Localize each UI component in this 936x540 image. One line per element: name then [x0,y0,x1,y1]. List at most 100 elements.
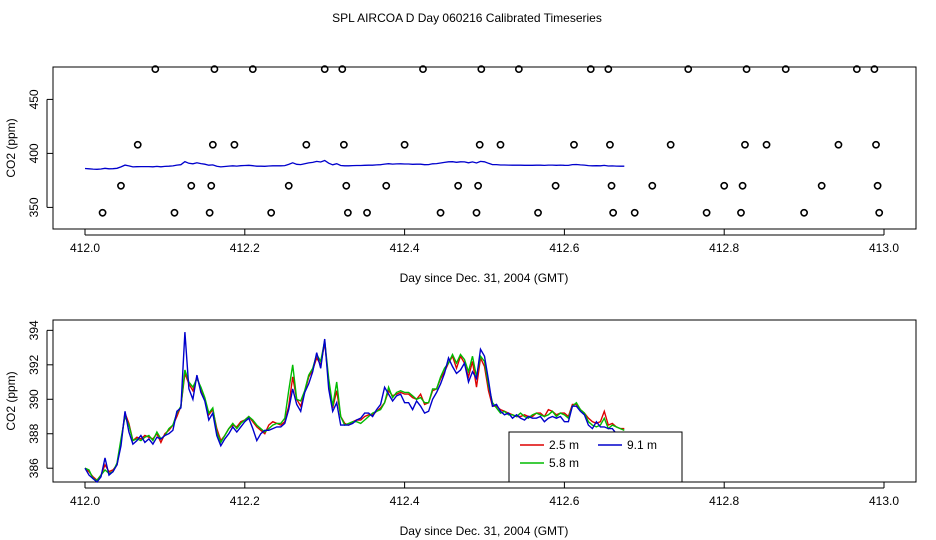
detail-x-tick-label: 412.2 [230,494,260,508]
data-point-circle [98,208,107,217]
overview-marks [84,65,884,217]
detail-x-tick-label: 412.8 [709,494,739,508]
data-point-circle [302,140,311,149]
overview-y-tick-label: 350 [27,197,41,217]
overview-x-axis-label: Day since Dec. 31, 2004 (GMT) [400,271,569,285]
detail-y-tick-label: 392 [27,354,41,374]
data-point-circle [534,208,542,217]
data-point-circle [210,65,219,74]
data-point-circle [339,140,348,149]
data-point-circle [477,65,486,74]
data-point-circle [607,181,616,190]
data-point-circle [343,208,352,217]
legend: 2.5 m 9.1 m 5.8 m [508,431,683,483]
figure-title: SPL AIRCOA D Day 060216 Calibrated Times… [332,11,602,25]
data-point-circle [551,181,560,190]
overview-x-tick-label: 412.4 [390,241,420,255]
legend-box [508,431,683,483]
data-point-circle [363,208,371,217]
data-point-circle [873,181,882,190]
detail-x-tick-label: 413.0 [869,494,899,508]
overview-x-tick-label: 412.6 [549,241,579,255]
detail-y-tick-label: 394 [27,320,41,340]
data-point-circle [852,65,861,74]
detail-y-tick-label: 390 [27,389,41,409]
data-point-circle [741,140,749,149]
overview-panel: 412.0 412.2 412.4 412.6 412.8 413.0350400450 … [4,65,917,285]
data-point-circle [609,208,618,217]
legend-label: 2.5 m [549,438,579,452]
data-point-circle [630,208,639,217]
detail-x-axis-label: Day since Dec. 31, 2004 (GMT) [400,524,569,538]
legend-label: 9.1 m [627,438,657,452]
data-point-circle [248,65,257,74]
data-point-circle [720,181,729,190]
data-point-circle [606,140,614,149]
data-point-circle [514,65,523,74]
data-point-circle [648,181,657,190]
data-point-circle [472,208,481,217]
data-point-circle [666,140,675,149]
overview-axes: 412.0 412.2 412.4 412.6 412.8 413.0 350 400 450 [27,89,899,255]
overview-y-tick-label: 400 [27,143,41,163]
data-point-circle [284,181,293,190]
legend-label: 5.8 m [549,456,579,470]
overview-x-tick-label: 412.0 [70,241,100,255]
data-point-circle [382,181,391,190]
overview-x-tick-label: 412.8 [709,241,739,255]
series-line-91m [84,332,625,484]
detail-panel: 412.0 412.2 412.4 412.6 412.8 413.0 386 388 390 3… [4,319,917,538]
overview-x-tick-label: 413.0 [869,241,899,255]
data-point-circle [117,181,125,190]
data-point-circle [151,65,160,74]
data-point-circle [207,181,216,190]
data-point-circle [208,140,217,149]
data-point-circle [436,208,445,217]
data-point-circle [342,181,351,190]
detail-y-tick-label: 386 [27,458,41,478]
overview-y-tick-label: 450 [27,89,41,109]
data-point-circle [738,181,747,190]
data-point-circle [170,208,179,217]
data-point-circle [187,181,196,190]
data-point-circle [267,208,276,217]
data-point-circle [133,140,142,149]
detail-x-tick-label: 412.4 [390,494,420,508]
data-point-circle [419,65,427,74]
data-point-circle [870,65,879,74]
detail-y-axis-label: CO2 (ppm) [4,371,18,430]
data-point-circle [570,140,578,149]
detail-marks [84,332,625,484]
data-point-circle [604,65,613,74]
data-point-circle [586,65,595,74]
data-point-circle [800,208,808,217]
data-point-circle [817,181,826,190]
data-point-circle [205,208,214,217]
overview-y-axis-label: CO2 (ppm) [4,118,18,177]
data-point-circle [834,140,843,149]
overview-x-tick-label: 412.2 [230,241,260,255]
data-point-circle [400,140,409,149]
data-point-circle [230,140,239,149]
data-point-circle [684,65,693,74]
data-point-circle [875,208,884,217]
data-point-circle [475,140,484,149]
detail-axes: 412.0 412.2 412.4 412.6 412.8 413.0 386 388 390 3… [27,320,899,508]
detail-y-tick-label: 388 [27,423,41,443]
detail-x-tick-label: 412.0 [70,494,100,508]
overview-plot-frame [52,66,917,230]
data-point-circle [454,181,463,190]
data-point-circle [737,208,745,217]
overview-series-line [84,159,625,170]
data-point-circle [702,208,711,217]
data-point-circle [742,65,751,74]
data-point-circle [338,65,347,74]
detail-plot-frame [52,319,917,483]
data-point-circle [762,140,771,149]
data-point-circle [781,65,790,74]
data-point-circle [320,65,329,74]
detail-x-tick-label: 412.6 [549,494,579,508]
data-point-circle [474,181,483,190]
data-point-circle [872,140,880,149]
